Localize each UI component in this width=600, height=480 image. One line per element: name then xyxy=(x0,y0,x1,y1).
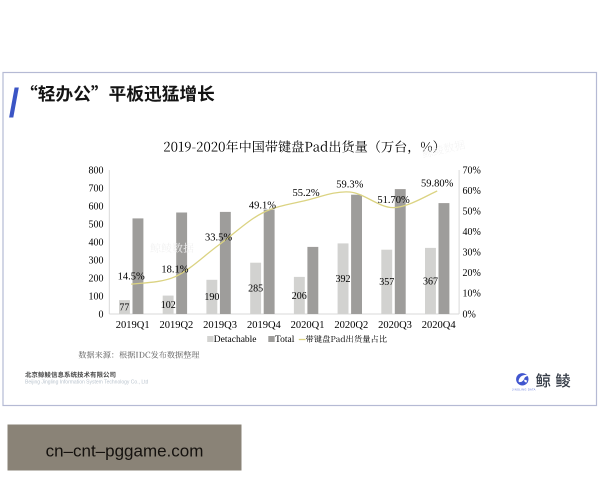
svg-text:40%: 40% xyxy=(463,227,481,238)
svg-text:206: 206 xyxy=(292,291,307,302)
svg-text:10%: 10% xyxy=(463,289,481,300)
svg-text:600: 600 xyxy=(89,201,104,212)
svg-text:2019Q3: 2019Q3 xyxy=(203,320,237,331)
svg-text:200: 200 xyxy=(89,273,104,284)
svg-text:18.1%: 18.1% xyxy=(161,264,188,275)
svg-text:700: 700 xyxy=(89,183,104,194)
svg-text:190: 190 xyxy=(204,292,219,303)
svg-text:JINGLING DATA: JINGLING DATA xyxy=(512,388,536,392)
svg-text:59.3%: 59.3% xyxy=(336,180,363,191)
svg-text:30%: 30% xyxy=(463,248,481,259)
svg-text:800: 800 xyxy=(89,165,104,176)
svg-text:50%: 50% xyxy=(463,206,481,217)
svg-text:Beijing Jingling Information S: Beijing Jingling Information System Tech… xyxy=(25,380,149,386)
svg-text:392: 392 xyxy=(336,274,351,285)
svg-text:Detachable: Detachable xyxy=(214,335,257,345)
svg-text:0: 0 xyxy=(99,309,104,320)
svg-text:0%: 0% xyxy=(463,309,476,320)
svg-text:49.1%: 49.1% xyxy=(249,201,276,212)
svg-text:2020Q1: 2020Q1 xyxy=(291,320,325,331)
svg-text:102: 102 xyxy=(161,300,176,311)
svg-text:400: 400 xyxy=(89,237,104,248)
svg-text:51.70%: 51.70% xyxy=(377,195,410,206)
svg-text:70%: 70% xyxy=(463,165,481,176)
svg-text:Total: Total xyxy=(275,335,295,345)
svg-text:2019Q1: 2019Q1 xyxy=(116,320,150,331)
svg-text:357: 357 xyxy=(379,277,394,288)
svg-text:60%: 60% xyxy=(463,186,481,197)
svg-text:367: 367 xyxy=(423,276,438,287)
svg-text:cn–cnt–pggame.com: cn–cnt–pggame.com xyxy=(46,441,204,460)
svg-text:2020Q2: 2020Q2 xyxy=(334,320,368,331)
svg-text:59.80%: 59.80% xyxy=(421,179,454,190)
svg-text:100: 100 xyxy=(89,291,104,302)
svg-text:55.2%: 55.2% xyxy=(293,188,320,199)
svg-text:2020Q3: 2020Q3 xyxy=(378,320,412,331)
svg-text:285: 285 xyxy=(248,284,263,295)
svg-text:2020Q4: 2020Q4 xyxy=(422,320,457,331)
svg-text:14.5%: 14.5% xyxy=(118,272,145,283)
svg-text:20%: 20% xyxy=(463,268,481,279)
svg-text:33.5%: 33.5% xyxy=(205,233,232,244)
svg-text:500: 500 xyxy=(89,219,104,230)
svg-text:2019Q4: 2019Q4 xyxy=(247,320,282,331)
svg-text:300: 300 xyxy=(89,255,104,266)
svg-text:77: 77 xyxy=(119,302,129,313)
svg-text:2019Q2: 2019Q2 xyxy=(159,320,193,331)
